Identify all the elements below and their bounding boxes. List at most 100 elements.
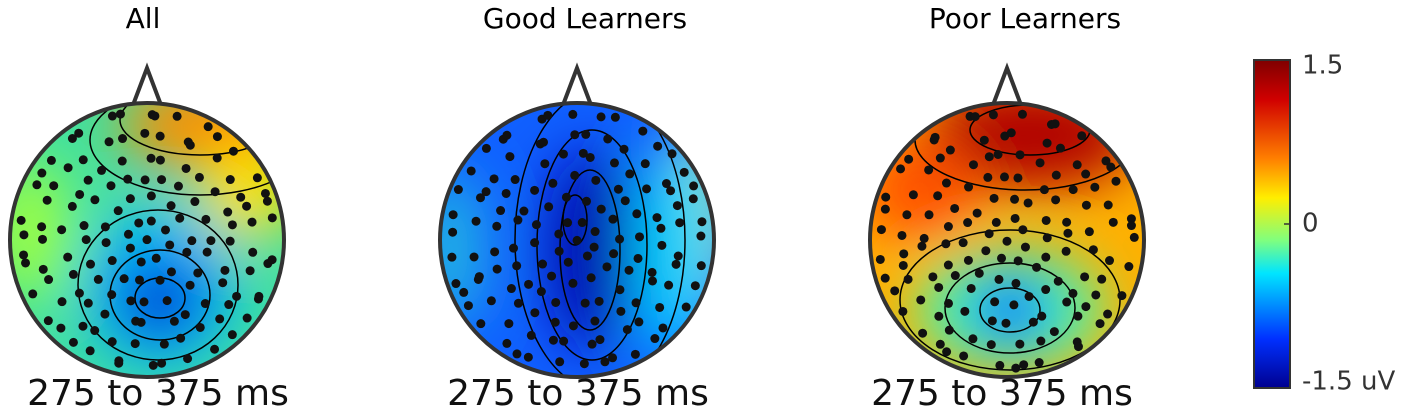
electrode [210,187,220,197]
electrode [172,111,182,121]
electrode [85,346,95,356]
electrode [193,268,203,278]
electrode [647,267,657,277]
colorbar-tick-label: 1.5 [1302,51,1343,81]
electrode [610,112,620,122]
electrode [616,306,626,316]
electrode [83,175,93,185]
electrode [652,213,662,223]
electrode [155,131,165,141]
electrode [661,179,671,189]
electrode [32,180,42,190]
electrode [1010,194,1020,204]
electrode [100,309,110,319]
electrode [155,155,165,165]
electrode [223,207,233,217]
electrode [107,290,117,300]
electrode [653,141,663,151]
electrode [1050,119,1060,129]
electrode [107,256,117,266]
electrode [666,186,676,196]
electrode [148,360,158,370]
electrode [28,289,38,299]
electrode [106,181,116,191]
electrode [603,134,613,144]
electrode [690,281,700,291]
electrode [260,188,270,198]
electrode [531,220,541,230]
electrode [114,356,124,366]
electrode [934,311,944,321]
electrode [570,130,580,140]
electrode [1088,245,1098,255]
electrode [140,175,150,185]
electrode [1011,363,1021,373]
electrode [232,291,242,301]
electrode [655,302,665,312]
electrode [1024,291,1034,301]
electrode [1041,252,1051,262]
electrode [210,344,220,354]
electrode [642,184,652,194]
electrode [543,110,553,120]
electrode [995,360,1005,370]
electrode [247,217,257,227]
electrode [242,201,252,211]
electrode [622,325,632,335]
electrode [474,272,484,282]
electrode [908,190,918,200]
electrode [180,310,190,320]
electrode [1009,300,1019,310]
electrode [1010,213,1020,223]
electrode [941,239,951,249]
electrode [475,193,485,203]
electrode [248,247,258,257]
electrode [119,274,129,284]
electrode [696,231,706,241]
electrode [990,297,1000,307]
electrode [504,319,514,329]
electrode [19,230,29,240]
electrode [964,182,974,192]
electrode [638,126,648,136]
electrode [63,252,73,262]
electrode [656,223,666,233]
electrode [590,316,600,326]
electrode [1129,232,1139,242]
electrode [568,321,578,331]
electrode [162,296,172,306]
electrode [1126,214,1136,224]
electrode [974,268,984,278]
electrode [600,357,610,367]
electrode [74,128,84,138]
electrode [984,229,994,239]
electrode [1034,358,1044,368]
electrode [252,173,262,183]
electrode [875,254,885,264]
electrode [1001,318,1011,328]
electrode [550,317,560,327]
electrode [648,276,658,286]
electrode [194,172,204,182]
electrode [104,137,114,147]
electrode [594,296,604,306]
electrode [185,140,195,150]
electrode [220,265,230,275]
electrode [555,357,565,367]
electrode [1018,225,1028,235]
electrode [928,272,938,282]
electrode [90,195,100,205]
electrode [97,165,107,175]
electrode [1080,272,1090,282]
electrode [46,155,56,165]
electrode [19,250,29,260]
electrode [1042,138,1052,148]
electrode [1062,297,1072,307]
electrode [675,218,685,228]
electrode [619,144,629,154]
electrode [1117,291,1127,301]
electrode [997,253,1007,263]
electrode [987,316,997,326]
electrode [453,185,463,195]
electrode [200,299,210,309]
